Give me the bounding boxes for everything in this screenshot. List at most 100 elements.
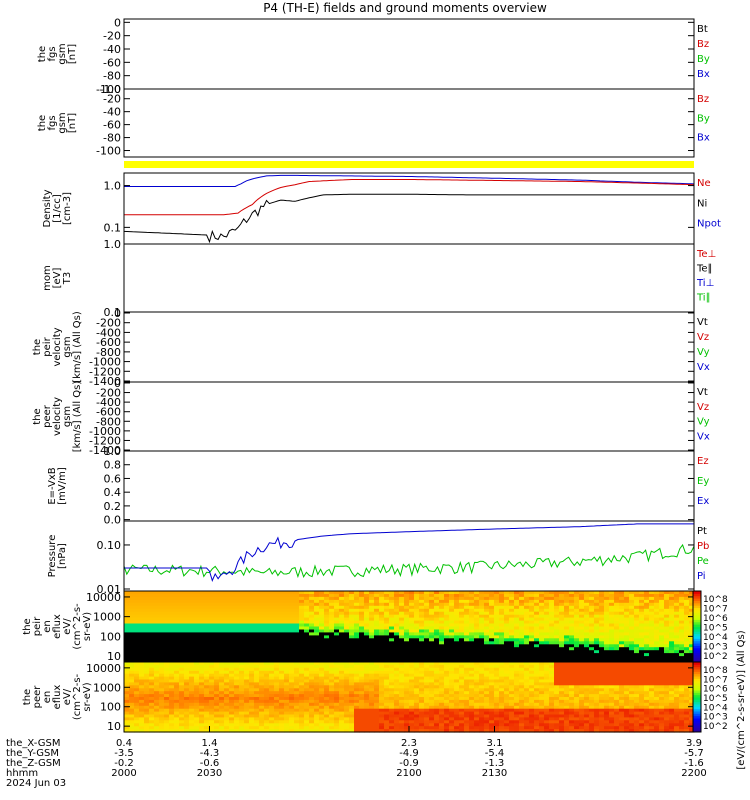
heatmap-cell — [684, 591, 690, 595]
heatmap-cell — [569, 617, 575, 622]
heatmap-cell — [204, 676, 210, 681]
heatmap-cell — [384, 638, 390, 642]
heatmap-cell — [634, 605, 640, 610]
heatmap-cell — [399, 617, 405, 622]
heatmap-cell — [219, 602, 225, 607]
heatmap-cell — [179, 632, 185, 636]
heatmap-cell — [374, 711, 380, 716]
heatmap-cell — [424, 599, 430, 604]
heatmap-cell — [399, 711, 405, 716]
heatmap-cell — [194, 647, 200, 651]
heatmap-cell — [344, 659, 350, 663]
heatmap-cell — [479, 697, 485, 701]
heatmap-cell — [484, 591, 490, 595]
heatmap-cell — [414, 714, 420, 718]
heatmap-cell — [389, 591, 395, 595]
heatmap-cell — [539, 685, 545, 689]
heatmap-cell — [289, 664, 295, 669]
heatmap-cell — [534, 638, 540, 642]
heatmap-cell — [324, 679, 330, 683]
heatmap-cell — [189, 602, 195, 607]
heatmap-cell — [524, 629, 530, 634]
heatmap-cell — [454, 699, 460, 704]
heatmap-cell — [484, 679, 490, 683]
heatmap-cell — [574, 656, 580, 660]
heatmap-cell — [229, 614, 235, 619]
heatmap-cell — [264, 620, 270, 625]
heatmap-cell — [199, 662, 205, 666]
heatmap-cell — [339, 647, 345, 651]
heatmap-cell — [174, 599, 180, 604]
heatmap-cell — [664, 617, 670, 622]
heatmap-cell — [439, 620, 445, 625]
heatmap-cell — [539, 599, 545, 604]
heatmap-cell — [299, 711, 305, 716]
heatmap-cell — [609, 659, 615, 663]
heatmap-cell — [254, 599, 260, 604]
ylabel-peir_eflux: eflux — [52, 614, 63, 639]
heatmap-cell — [259, 670, 265, 675]
heatmap-cell — [414, 670, 420, 675]
heatmap-cell — [634, 629, 640, 634]
heatmap-cell — [494, 664, 500, 669]
heatmap-cell — [624, 605, 630, 610]
heatmap-cell — [184, 717, 190, 721]
heatmap-cell — [669, 653, 675, 657]
heatmap-cell — [279, 714, 285, 718]
heatmap-cell — [524, 656, 530, 660]
heatmap-cell — [339, 685, 345, 689]
heatmap-cell — [469, 629, 475, 634]
heatmap-cell — [459, 594, 465, 598]
heatmap-cell — [209, 688, 215, 692]
heatmap-cell — [479, 682, 485, 686]
heatmap-cell — [349, 617, 355, 622]
heatmap-cell — [139, 659, 145, 663]
heatmap-cell — [524, 662, 530, 666]
heatmap-cell — [229, 650, 235, 654]
heatmap-cell — [459, 705, 465, 710]
heatmap-cell — [619, 594, 625, 598]
heatmap-cell — [504, 626, 510, 631]
heatmap-cell — [379, 647, 385, 651]
heatmap-cell — [134, 708, 140, 713]
heatmap-cell — [259, 705, 265, 710]
heatmap-cell — [549, 626, 555, 631]
heatmap-cell — [334, 723, 340, 727]
heatmap-cell — [449, 617, 455, 622]
heatmap-cell — [294, 691, 300, 695]
heatmap-cell — [474, 691, 480, 695]
heatmap-cell — [399, 729, 405, 733]
heatmap-cell — [429, 673, 435, 678]
heatmap-cell — [499, 659, 505, 663]
heatmap-cell — [304, 685, 310, 689]
heatmap-cell — [304, 679, 310, 683]
heatmap-cell — [289, 729, 295, 733]
heatmap-cell — [639, 632, 645, 636]
heatmap-cell — [174, 670, 180, 675]
heatmap-cell — [189, 726, 195, 730]
heatmap-cell — [669, 617, 675, 622]
heatmap-cell — [424, 596, 430, 601]
heatmap-cell — [354, 691, 360, 695]
heatmap-cell — [124, 702, 130, 707]
heatmap-cell — [329, 662, 335, 666]
heatmap-cell — [284, 711, 290, 716]
heatmap-cell — [424, 682, 430, 686]
heatmap-cell — [459, 697, 465, 701]
heatmap-cell — [619, 620, 625, 625]
heatmap-cell — [389, 714, 395, 718]
heatmap-cell — [214, 708, 220, 713]
heatmap-cell — [264, 723, 270, 727]
heatmap-cell — [384, 673, 390, 678]
heatmap-cell — [524, 599, 530, 604]
heatmap-cell — [204, 720, 210, 724]
heatmap-cell — [334, 720, 340, 724]
heatmap-cell — [259, 647, 265, 651]
heatmap-cell — [124, 711, 130, 716]
heatmap-cell — [184, 673, 190, 678]
heatmap-cell — [254, 614, 260, 619]
heatmap-cell — [129, 656, 135, 660]
heatmap-cell — [549, 629, 555, 634]
heatmap-cell — [324, 702, 330, 707]
heatmap-cell — [404, 691, 410, 695]
